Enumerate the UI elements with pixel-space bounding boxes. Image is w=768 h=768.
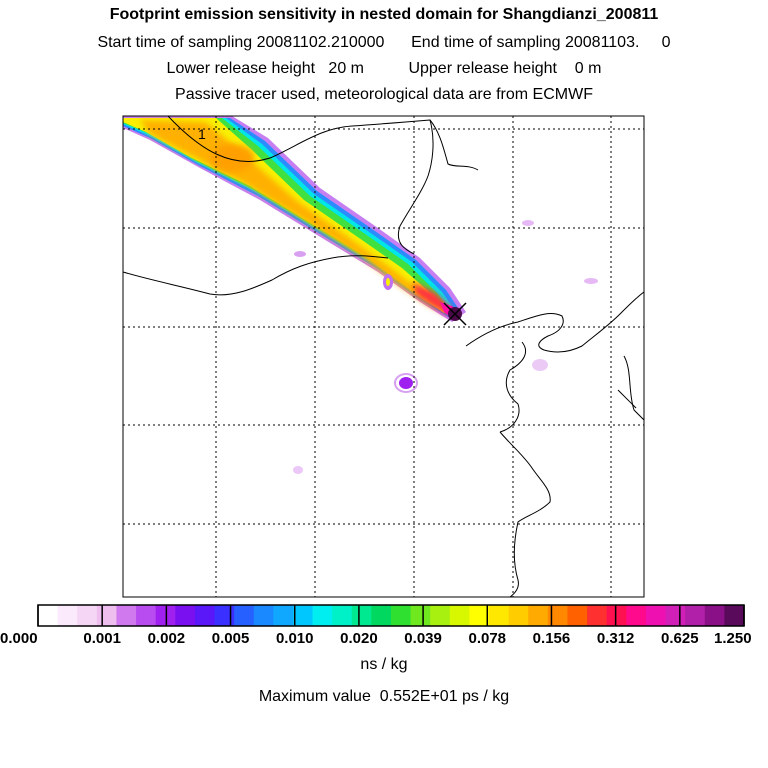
colorbar-swatch [57, 605, 78, 626]
colorbar-swatch [626, 605, 647, 626]
colorbar-swatch [292, 605, 314, 626]
colorbar-swatch [567, 605, 588, 626]
colorbar-swatch [665, 605, 686, 626]
colorbar [37, 604, 745, 627]
colorbar-swatch [273, 605, 294, 626]
coastline-layer [123, 116, 644, 597]
colorbar-tick-label: 0.039 [404, 630, 442, 647]
colorbar-tick-label: 1.250 [714, 630, 752, 647]
colorbar-swatch [391, 605, 412, 626]
colorbar-tick-label: 0.020 [340, 630, 378, 647]
colorbar-swatch [547, 605, 569, 626]
colorbar-swatch [351, 605, 372, 626]
colorbar-tick-label: 0.005 [211, 630, 250, 647]
colorbar-tick-label: 0.001 [83, 630, 121, 647]
colorbar-swatch [312, 605, 333, 626]
colorbar-tick-label: 0.625 [661, 630, 699, 647]
colorbar-swatch [724, 605, 745, 626]
colorbar-swatch [96, 605, 118, 626]
colorbar-swatch [685, 605, 706, 626]
maximum-value-label: Maximum value 0.552E+01 ps / kg [258, 688, 510, 705]
colorbar-swatch [449, 605, 471, 626]
colorbar-tick-label: 0.156 [532, 630, 571, 647]
colorbar-swatch [508, 605, 529, 626]
tracer-info-line: Passive tracer used, meteorological data… [175, 86, 593, 103]
colorbar-swatch [410, 605, 431, 626]
colorbar-swatch [175, 605, 196, 626]
colorbar-units-label: ns / kg [360, 656, 408, 673]
colorbar-swatch [645, 605, 667, 626]
colorbar-swatch [469, 605, 490, 626]
plume-layer [123, 116, 598, 474]
map-frame [122, 115, 645, 598]
release-index-label: 1 [198, 126, 206, 142]
colorbar-swatch [332, 605, 353, 626]
colorbar-swatch [587, 605, 608, 626]
station-x-marker [443, 302, 467, 326]
colorbar-swatch [606, 605, 627, 626]
sampling-time-line: Start time of sampling 20081102.210000 E… [97, 34, 671, 51]
colorbar-tick-label: 0.078 [468, 630, 507, 647]
colorbar-swatch [489, 605, 510, 626]
colorbar-swatch [430, 605, 451, 626]
lat-lon-grid [123, 116, 644, 597]
colorbar-frame [37, 604, 745, 627]
colorbar-swatch [371, 605, 392, 626]
colorbar-swatch [38, 605, 59, 626]
colorbar-tick-label: 0.010 [275, 630, 314, 647]
release-height-line: Lower release height 20 m Upper release … [166, 60, 602, 77]
colorbar-swatch [253, 605, 274, 626]
colorbar-tick-label: 0.312 [596, 630, 635, 647]
colorbar-swatch [77, 605, 98, 626]
colorbar-swatch [704, 605, 725, 626]
colorbar-swatch [214, 605, 235, 626]
colorbar-swatch [116, 605, 137, 626]
colorbar-tick-label: 0.002 [147, 630, 186, 647]
plot-title: Footprint emission sensitivity in nested… [109, 6, 659, 23]
colorbar-swatch [528, 605, 549, 626]
colorbar-swatch [136, 605, 157, 626]
colorbar-swatch [194, 605, 216, 626]
colorbar-tick-label: 0.000 [0, 630, 38, 647]
colorbar-swatch [234, 605, 255, 626]
